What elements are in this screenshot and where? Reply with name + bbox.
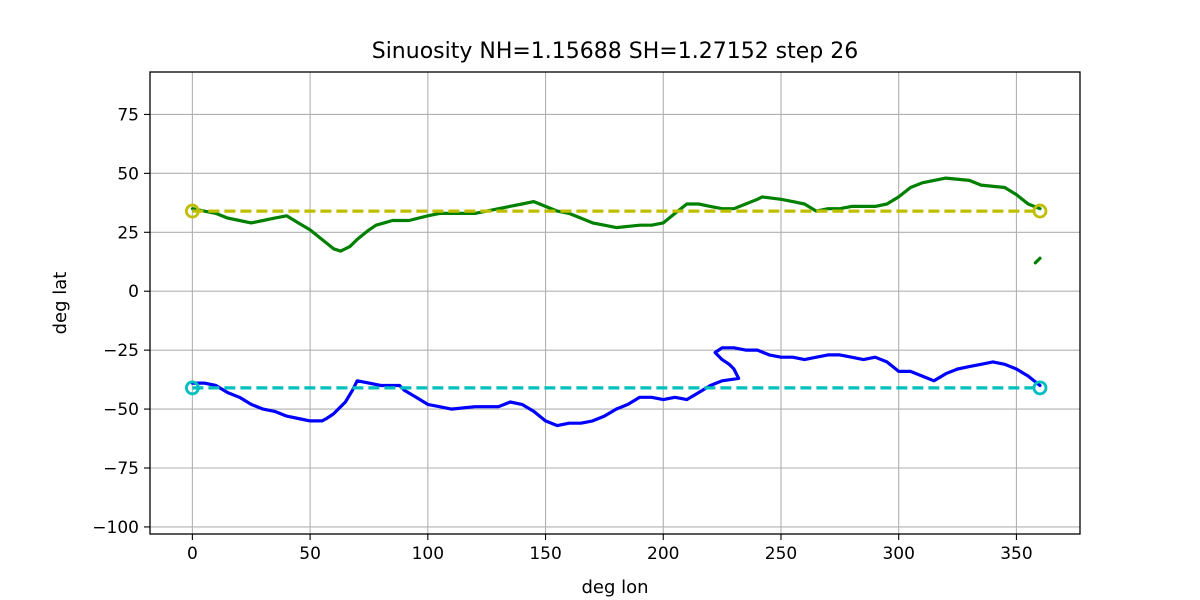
chart-title: Sinuosity NH=1.15688 SH=1.27152 step 26 <box>372 39 859 64</box>
x-tick-label: 350 <box>1000 544 1032 564</box>
x-axis: 0 50 100 150 200 250 300 350 <box>187 534 1033 564</box>
endpoint-marker-sh-reference <box>184 380 200 396</box>
y-tick-label: 75 <box>117 105 139 125</box>
y-tick-label: −100 <box>92 518 139 538</box>
y-axis-label: deg lat <box>50 272 71 335</box>
x-axis-label: deg lon <box>581 577 648 598</box>
y-tick-label: 0 <box>128 282 139 302</box>
x-tick-label: 200 <box>647 544 679 564</box>
x-tick-label: 250 <box>765 544 797 564</box>
y-axis: −100 −75 −50 −25 0 25 50 75 <box>92 105 150 538</box>
y-tick-label: −50 <box>103 400 139 420</box>
y-tick-label: 50 <box>117 164 139 184</box>
series-line-sh <box>190 346 1042 428</box>
plot-frame <box>149 71 1081 535</box>
endpoint-marker-sh-reference <box>1032 380 1048 396</box>
y-tick-label: −75 <box>103 459 139 479</box>
endpoint-marker-nh-reference <box>184 203 200 219</box>
series-line-nh <box>190 176 1042 253</box>
x-tick-label: 0 <box>187 544 198 564</box>
x-tick-label: 100 <box>412 544 444 564</box>
series-line-nh-fragment <box>1033 256 1042 265</box>
x-tick-label: 150 <box>529 544 561 564</box>
x-tick-label: 300 <box>882 544 914 564</box>
plot-series <box>184 176 1048 428</box>
x-tick-label: 50 <box>299 544 321 564</box>
endpoint-marker-nh-reference <box>1032 203 1048 219</box>
y-tick-label: 25 <box>117 223 139 243</box>
grid <box>150 72 1080 534</box>
y-tick-label: −25 <box>103 341 139 361</box>
